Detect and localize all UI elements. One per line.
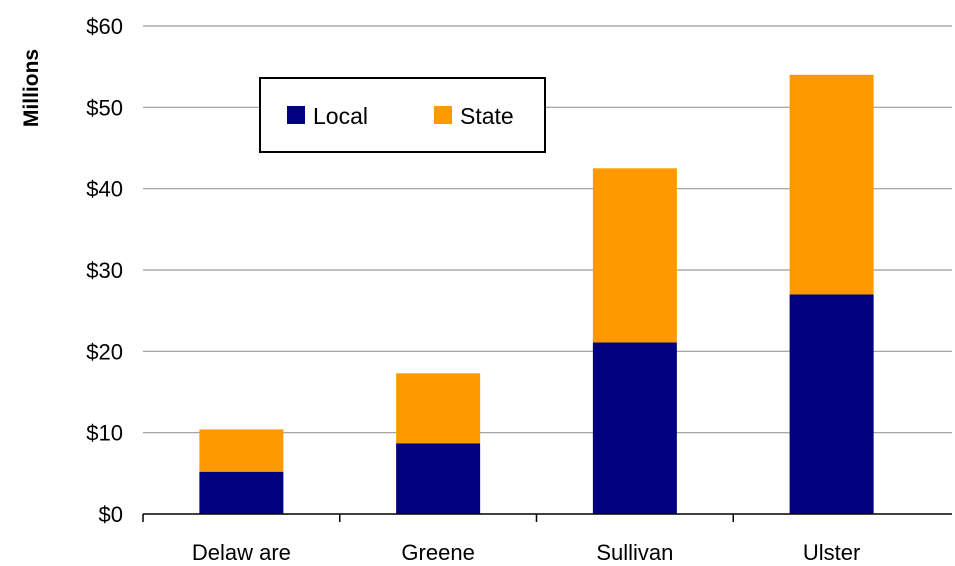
legend-swatch-local xyxy=(287,106,305,124)
bar-local xyxy=(396,443,480,514)
legend-label-local: Local xyxy=(313,103,368,129)
y-tick-label: $40 xyxy=(86,177,123,202)
y-tick-label: $10 xyxy=(86,421,123,446)
legend-label-state: State xyxy=(460,103,514,129)
bar-state xyxy=(199,429,283,471)
bar-state xyxy=(396,373,480,443)
y-tick-label: $0 xyxy=(99,502,123,527)
x-tick-label: Ulster xyxy=(803,540,860,565)
bar-local xyxy=(593,342,677,514)
x-tick-label: Greene xyxy=(401,540,474,565)
legend: Local State xyxy=(260,78,545,152)
y-tick-label: $60 xyxy=(86,14,123,39)
bar-state xyxy=(593,168,677,342)
x-tick-labels: Delaw are Greene Sullivan Ulster xyxy=(192,540,861,565)
x-tick-label: Sullivan xyxy=(596,540,673,565)
y-tick-label: $50 xyxy=(86,95,123,120)
bar-local xyxy=(199,472,283,514)
axes xyxy=(143,514,952,522)
y-tick-label: $20 xyxy=(86,339,123,364)
bar-state xyxy=(790,75,874,295)
bar-local xyxy=(790,294,874,514)
x-tick-label: Delaw are xyxy=(192,540,291,565)
legend-swatch-state xyxy=(434,106,452,124)
y-tick-label: $30 xyxy=(86,258,123,283)
y-axis-label: Millions xyxy=(20,49,43,127)
y-tick-labels: $0 $10 $20 $30 $40 $50 $60 xyxy=(86,14,123,527)
